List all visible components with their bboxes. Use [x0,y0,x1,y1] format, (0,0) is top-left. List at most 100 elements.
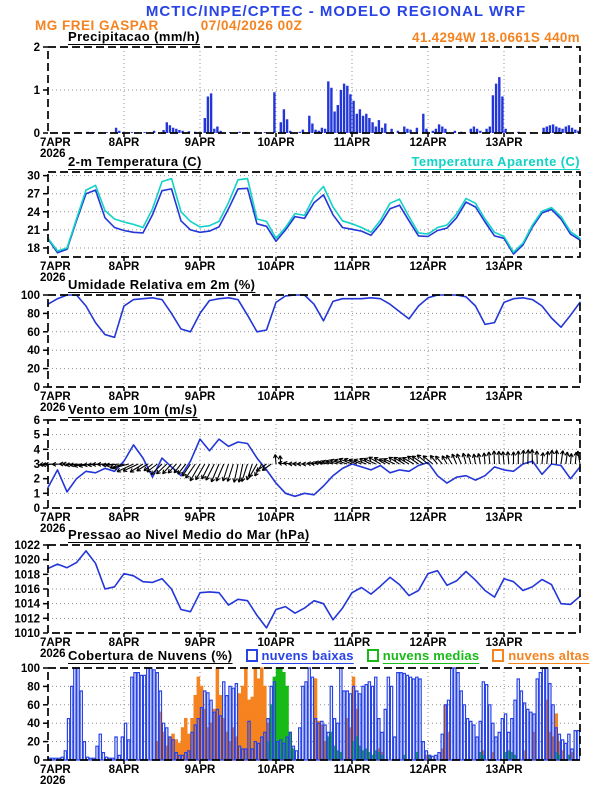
xtick-day: 8APR [109,637,140,649]
wind-arrow-icon [334,458,348,465]
wind-arrow-icon [429,454,438,465]
legend-item-nuvens-baixas: nuvens baixas [245,648,354,663]
wind-arrow-icon [534,450,540,465]
ytick-pressao-1012: 1012 [14,613,40,625]
ytick-umidade-20: 20 [27,364,40,376]
xtick-year: 2026 [40,148,66,160]
wind-arrow-icon [173,463,182,474]
xtick-day: 10APR [257,261,295,273]
xtick-day: 9APR [185,512,216,524]
panel-title-umidade: Umidade Relativa em 2m (%) [68,277,256,292]
legend-item-nuvens-altas: nuvens altas [492,648,589,663]
xtick-day: 12APR [409,261,447,273]
ytick-umidade-80: 80 [27,308,40,320]
ytick-temp2m-27: 27 [27,189,40,201]
wind-arrow-icon [455,453,462,465]
wind-arrow-icon [112,463,129,470]
xtick-day: 7APR [40,512,71,524]
wind-arrow-icon [434,455,443,465]
wind-arrow-icon [378,458,391,465]
wind-arrow-icon [150,463,163,476]
ytick-pressao-1016: 1016 [14,584,40,596]
xtick-year: 2026 [40,272,66,284]
ytick-vento-3: 3 [34,459,40,471]
wind-arrow-icon [189,463,201,482]
ytick-umidade-0: 0 [34,382,40,394]
ytick-umidade-100: 100 [21,290,40,302]
ytick-nuvens-80: 80 [27,681,40,693]
wind-arrow-icon [177,463,187,475]
xtick-day: 13APR [485,764,523,776]
gridlines-umidade [48,295,580,387]
ytick-vento-6: 6 [34,415,40,427]
ytick-umidade-60: 60 [27,327,40,339]
wind-arrow-icon [481,452,487,465]
wind-arrow-icon [245,463,253,481]
wind-arrow-icon [549,449,555,465]
xtick-day: 7APR [40,764,71,776]
wind-arrow-icon [559,450,565,465]
legend-swatch-nuvens-medias-icon [366,649,379,662]
legend-temperatura-aparente: Temperatura Aparente (C) [411,154,580,169]
wind-arrow-icon [272,454,278,465]
wind-arrow-icon [441,455,448,465]
xtick-day: 13APR [485,261,523,273]
wind-arrow-icon [416,454,429,465]
xtick-day: 12APR [409,137,447,149]
xtick-day: 8APR [109,137,140,149]
ytick-vento-0: 0 [34,503,40,515]
ytick-temp2m-21: 21 [27,225,40,237]
xtick-day: 8APR [109,261,140,273]
page-title: MCTIC/INPE/CPTEC - MODELO REGIONAL WRF [145,3,527,20]
wind-arrow-icon [240,463,249,483]
xtick-day: 12APR [409,764,447,776]
ytick-nuvens-60: 60 [27,700,40,712]
xtick-day: 7APR [40,637,71,649]
wind-arrow-icon [226,463,234,482]
ytick-pressao-1010: 1010 [14,628,40,640]
wind-arrow-icon [215,463,225,482]
xtick-year: 2026 [40,402,66,414]
panel-title-nuvens: Cobertura de Nuvens (%) [68,648,233,663]
ytick-vento-2: 2 [34,474,40,486]
xtick-day: 11APR [334,637,371,649]
wind-arrow-icon [368,456,381,465]
xtick-year: 2026 [40,523,66,535]
ytick-nuvens-0: 0 [34,755,40,767]
ytick-precip-1: 1 [34,85,41,97]
wind-arrow-icon [520,449,526,465]
xtick-day: 10APR [257,391,295,403]
wind-arrow-icon [446,454,453,465]
legend-item-nuvens-medias: nuvens medias [366,648,480,663]
legend-swatch-nuvens-altas-icon [492,649,505,662]
panel-title-precipitacao: Precipitacao (mm/h) [68,29,200,44]
ytick-vento-5: 5 [34,430,41,442]
xtick-day: 11APR [334,137,371,149]
xtick-day: 8APR [109,391,140,403]
ytick-pressao-1014: 1014 [14,599,40,611]
wind-arrow-icon [195,463,206,481]
wind-arrow-icon [167,463,177,474]
wind-arrow-icon [201,463,210,480]
wind-arrow-icon [255,463,267,472]
xtick-day: 11APR [334,512,371,524]
wind-arrow-icon [210,463,220,483]
wind-arrow-icon [515,450,521,464]
wind-arrow-icon [471,453,477,465]
ytick-umidade-40: 40 [27,345,40,357]
xtick-day: 10APR [257,764,295,776]
wind-arrow-icon [573,451,579,465]
wind-arrow-icon [388,456,400,465]
wind-arrow-icon [248,463,258,478]
wind-arrow-icon [486,451,492,465]
wind-arrow-icon [545,450,551,465]
wind-arrow-icon [383,457,396,465]
xtick-day: 13APR [485,391,523,403]
ytick-pressao-1018: 1018 [14,569,40,581]
wind-arrow-icon [221,463,230,482]
legend-swatch-nuvens-baixas-icon [245,649,258,662]
wind-arrow-icon [461,452,467,465]
